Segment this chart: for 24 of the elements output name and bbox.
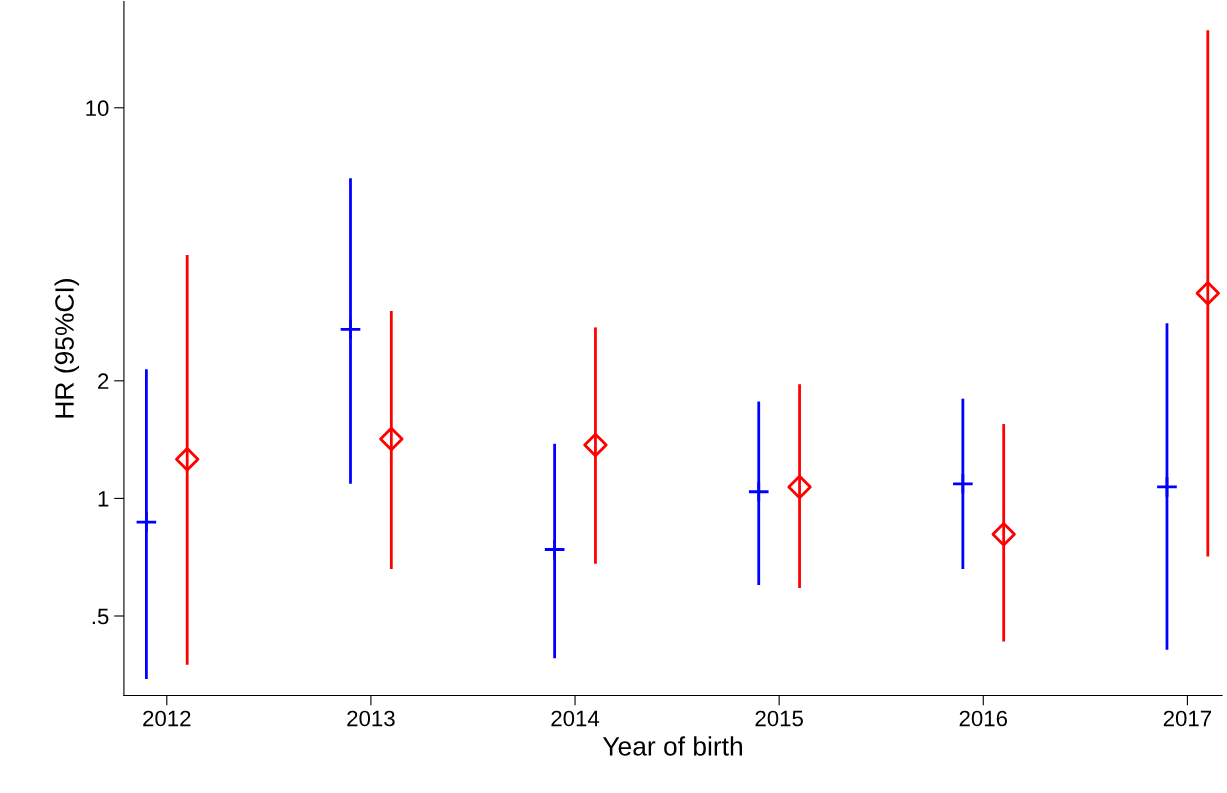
x-axis-title: Year of birth xyxy=(602,736,742,756)
x-tick-label: 2017 xyxy=(1163,710,1211,727)
y-tick-label: 2 xyxy=(98,373,109,389)
point xyxy=(135,510,158,534)
point xyxy=(543,538,566,561)
x-tick-label: 2013 xyxy=(347,710,395,727)
point xyxy=(1195,281,1220,306)
point xyxy=(951,472,975,495)
point xyxy=(379,426,404,452)
point xyxy=(991,522,1016,547)
x-tick-label: 2015 xyxy=(755,710,803,727)
y-tick-label: 1 xyxy=(98,491,109,507)
x-tick-label: 2014 xyxy=(551,710,600,727)
point xyxy=(339,318,362,341)
y-tick-label: .5 xyxy=(92,608,109,625)
point xyxy=(747,480,770,503)
point xyxy=(583,432,608,458)
y-tick-label: 10 xyxy=(86,100,109,117)
point xyxy=(175,447,200,472)
x-tick-label: 2012 xyxy=(143,710,191,727)
y-axis-title: HR (95%CI) xyxy=(54,279,80,418)
x-tick-label: 2016 xyxy=(959,710,1008,727)
point xyxy=(1155,475,1179,499)
point xyxy=(787,474,812,500)
